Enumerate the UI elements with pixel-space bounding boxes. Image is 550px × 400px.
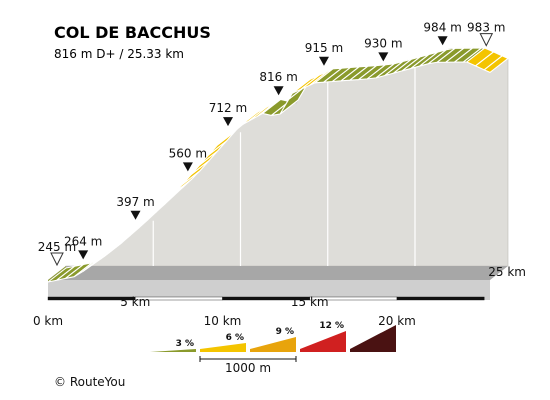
waypoint-marker-triangle <box>378 52 389 62</box>
legend-swatch <box>200 343 246 352</box>
legend-grade-label: 3 % <box>176 339 194 349</box>
legend-grade-label: 9 % <box>276 327 294 337</box>
waypoint-marker-triangle <box>130 210 141 220</box>
legend-grade-label: 6 % <box>226 333 244 343</box>
waypoint-elevation-label: 560 m <box>169 146 207 160</box>
legend-swatch <box>250 337 296 352</box>
waypoint-marker-triangle <box>78 250 89 260</box>
copyright-symbol: © <box>54 375 66 389</box>
x-tick-label: 15 km <box>291 295 329 309</box>
legend-grade-label: 12 % <box>319 321 344 331</box>
waypoint-marker-triangle <box>273 86 284 96</box>
base-front-face <box>48 280 490 300</box>
waypoint-elevation-label: 983 m <box>467 21 505 35</box>
slope-strip-grade-6 <box>483 55 510 74</box>
waypoint-elevation-label: 930 m <box>364 36 402 50</box>
waypoint-elevation-label: 264 m <box>64 234 102 248</box>
x-tick-label: 10 km <box>204 314 242 328</box>
waypoint-marker-triangle <box>437 36 448 46</box>
x-tick-label: 0 km <box>33 314 63 328</box>
waypoint-elevation-label: 984 m <box>423 20 461 34</box>
x-tick-label: 25 km <box>488 265 526 279</box>
waypoint-elevation-label: 397 m <box>116 195 154 209</box>
waypoint-marker-triangle <box>223 117 234 127</box>
footer-credit: © RouteYou <box>54 375 125 389</box>
waypoint-elevation-label: 245 m <box>38 240 76 254</box>
chart-title: COL DE BACCHUS <box>54 23 211 42</box>
waypoint-marker-triangle <box>318 56 329 66</box>
legend-swatch <box>300 331 346 352</box>
waypoint-marker-triangle <box>182 162 193 172</box>
base-top-face <box>48 266 508 280</box>
waypoint-elevation-label: 712 m <box>209 101 247 115</box>
chart-subtitle: 816 m D+ / 25.33 km <box>54 47 184 61</box>
waypoint-marker-flag <box>479 33 494 47</box>
brand-name: RouteYou <box>69 375 126 389</box>
scale-bar-label: 1000 m <box>225 361 271 375</box>
waypoint-elevation-label: 816 m <box>259 70 297 84</box>
waypoint-elevation-label: 915 m <box>305 41 343 55</box>
legend-swatch <box>150 349 196 352</box>
waypoint-marker-flag <box>50 252 64 267</box>
x-tick-label: 20 km <box>378 314 416 328</box>
legend-swatch <box>350 325 396 352</box>
x-tick-label: 5 km <box>120 295 150 309</box>
distance-bar-segment <box>396 296 485 301</box>
